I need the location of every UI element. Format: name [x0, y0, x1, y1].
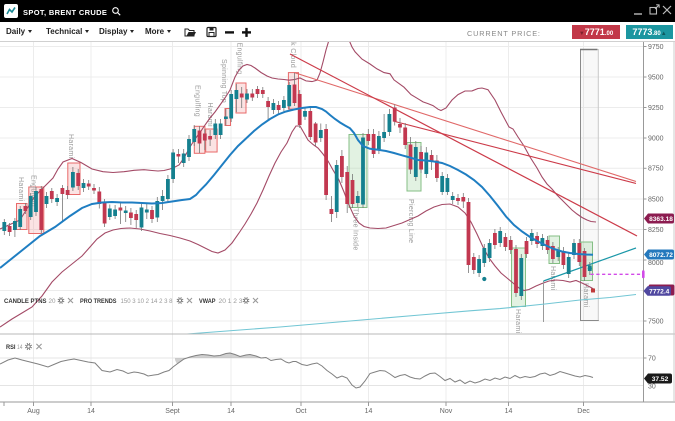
svg-text:Engulfing: Engulfing [236, 43, 243, 75]
svg-text:150 3 10 2 14 2 3 8: 150 3 10 2 14 2 3 8 [121, 298, 173, 305]
svg-text:Dec: Dec [577, 408, 590, 415]
svg-text:Three Inside: Three Inside [352, 208, 359, 251]
svg-text:30: 30 [648, 383, 656, 390]
svg-text:20: 20 [49, 298, 56, 305]
svg-text:Harami: Harami [206, 103, 213, 128]
svg-text:VWAP: VWAP [199, 298, 216, 305]
svg-text:9000: 9000 [648, 135, 664, 142]
svg-text:20 1 2 3: 20 1 2 3 [219, 298, 244, 305]
svg-text:8000: 8000 [648, 260, 664, 267]
svg-text:8250: 8250 [648, 227, 664, 234]
svg-text:8363.18: 8363.18 [649, 216, 673, 223]
svg-text:7772.4: 7772.4 [649, 288, 670, 295]
svg-text:9750: 9750 [648, 44, 664, 51]
svg-text:Engulfing: Engulfing [30, 175, 37, 207]
svg-text:37.52: 37.52 [652, 376, 669, 383]
svg-text:Spinning Top: Spinning Top [220, 59, 227, 103]
svg-text:7500: 7500 [648, 318, 664, 325]
svg-text:14: 14 [227, 408, 235, 415]
svg-text:Aug: Aug [27, 408, 40, 415]
svg-text:8500: 8500 [648, 196, 664, 203]
svg-text:8750: 8750 [648, 166, 664, 173]
svg-text:Piercing Line: Piercing Line [407, 199, 414, 243]
svg-text:14: 14 [505, 408, 513, 415]
svg-text:PRO TRENDS: PRO TRENDS [80, 298, 117, 305]
svg-text:70: 70 [648, 355, 656, 362]
svg-text:Sept: Sept [165, 408, 179, 415]
svg-text:Harami: Harami [67, 134, 74, 159]
svg-text:Harami: Harami [514, 309, 521, 334]
svg-text:Nov: Nov [440, 408, 453, 415]
svg-text:9500: 9500 [648, 74, 664, 81]
svg-text:RSI: RSI [6, 344, 16, 351]
svg-text:14: 14 [87, 408, 95, 415]
svg-text:Harami: Harami [17, 177, 24, 202]
svg-text:14: 14 [17, 344, 23, 351]
svg-text:CANDLE PTNS: CANDLE PTNS [4, 298, 47, 305]
svg-text:14: 14 [365, 408, 373, 415]
svg-text:Harami: Harami [582, 283, 589, 308]
svg-text:Engulfing: Engulfing [194, 85, 201, 117]
svg-text:9250: 9250 [648, 105, 664, 112]
svg-text:Oct: Oct [296, 408, 307, 415]
svg-text:8072.72: 8072.72 [649, 252, 673, 259]
